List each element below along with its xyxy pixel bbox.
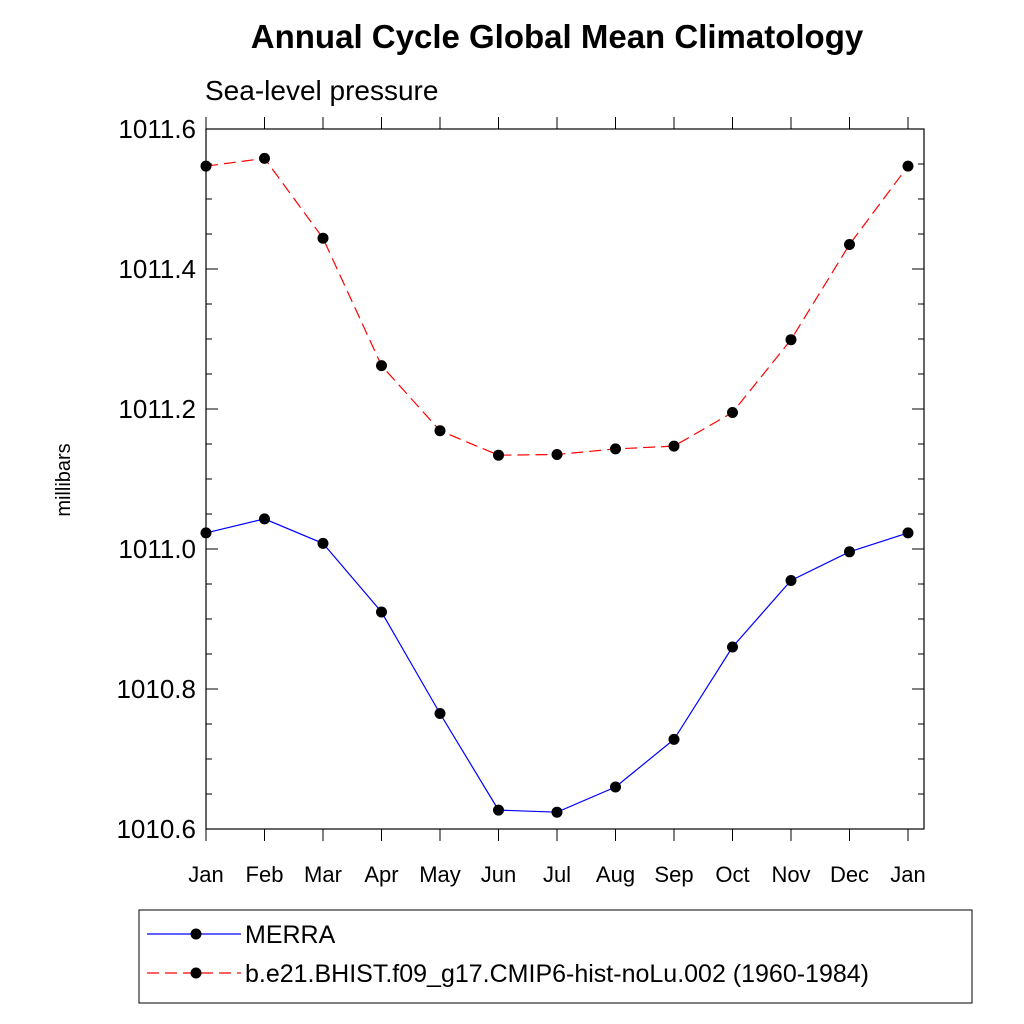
series-1-point bbox=[551, 806, 563, 818]
x-tick-label: Mar bbox=[304, 862, 342, 887]
y-tick-labels: 1010.6 1010.8 1011.0 1011.2 1011.4 1011.6 bbox=[116, 114, 196, 844]
x-tick-label: Jun bbox=[481, 862, 516, 887]
series-1-point bbox=[785, 575, 797, 586]
x-tick-labels: Jan Feb Mar Apr May Jun Jul Aug Sep Oct Nov Dec Jan bbox=[188, 862, 925, 887]
x-tick-label: Jan bbox=[188, 862, 223, 887]
legend-box bbox=[138, 909, 973, 1004]
series-1-point bbox=[259, 513, 270, 525]
series-2-point bbox=[200, 160, 212, 172]
x-tick-label: Jan bbox=[890, 862, 925, 887]
series-2-point bbox=[727, 407, 738, 418]
series-2-point bbox=[434, 425, 446, 437]
y-tick-label: 1011.0 bbox=[118, 534, 196, 564]
series-1-point bbox=[317, 537, 329, 549]
series-line-2 bbox=[205, 157, 909, 456]
series-1-point bbox=[902, 527, 914, 539]
chart-subtitle: Sea-level pressure bbox=[205, 75, 438, 106]
series-2-point bbox=[551, 449, 563, 460]
x-tick-label: May bbox=[419, 862, 461, 887]
x-tick-label: Aug bbox=[596, 862, 635, 887]
y-tick-label: 1011.6 bbox=[118, 114, 196, 144]
series-1-point bbox=[493, 804, 504, 816]
legend-label-1: MERRA bbox=[245, 921, 336, 949]
x-tick-label: Nov bbox=[771, 862, 810, 887]
series-1-point bbox=[376, 606, 387, 618]
legend: MERRA b.e21.BHIST.f09_g17.CMIP6-hist-noLu… bbox=[147, 921, 869, 988]
series-1-point bbox=[668, 733, 680, 745]
x-tick-label: Feb bbox=[246, 862, 284, 887]
legend-marker-2 bbox=[190, 967, 202, 979]
series-layer bbox=[200, 152, 914, 818]
series-1-point bbox=[200, 527, 212, 539]
series-2-point bbox=[902, 160, 914, 172]
y-tick-label: 1010.8 bbox=[116, 674, 196, 704]
y-tick-label: 1010.6 bbox=[116, 814, 196, 844]
x-tick-label: Apr bbox=[364, 862, 398, 887]
series-2-point bbox=[610, 443, 621, 455]
series-2-point bbox=[376, 360, 387, 372]
y-axis-label: millibars bbox=[53, 443, 75, 516]
series-1-point bbox=[844, 546, 855, 558]
x-tick-label: Sep bbox=[654, 862, 693, 887]
y-tick-label: 1011.2 bbox=[118, 394, 196, 424]
x-tick-label: Oct bbox=[715, 862, 749, 887]
plot-frame bbox=[205, 128, 925, 830]
series-2-point bbox=[259, 152, 270, 164]
series-2-point bbox=[785, 334, 797, 346]
axis-ticks bbox=[205, 117, 924, 841]
series-2-point bbox=[668, 440, 680, 452]
series-2-point bbox=[844, 239, 855, 250]
chart-title: Annual Cycle Global Mean Climatology bbox=[251, 18, 864, 55]
x-tick-label: Dec bbox=[830, 862, 869, 887]
series-1-point bbox=[610, 781, 621, 793]
series-2-point bbox=[317, 232, 329, 244]
series-line-1 bbox=[205, 518, 909, 813]
legend-marker-1 bbox=[190, 928, 202, 940]
x-tick-label: Jul bbox=[543, 862, 571, 887]
series-2-point bbox=[493, 449, 504, 461]
series-1-point bbox=[434, 708, 446, 719]
y-tick-label: 1011.4 bbox=[118, 254, 196, 284]
series-1-point bbox=[727, 641, 738, 653]
legend-label-2: b.e21.BHIST.f09_g17.CMIP6-hist-noLu.002 … bbox=[245, 960, 869, 988]
